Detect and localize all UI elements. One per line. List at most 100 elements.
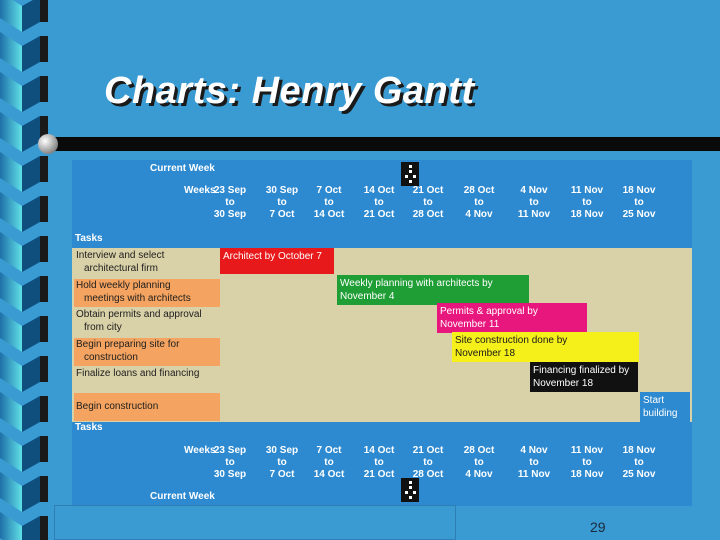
week-label-line: 30 Sep — [213, 469, 247, 480]
week-label-line: 28 Oct — [412, 209, 444, 220]
title-divider — [48, 137, 720, 151]
top-week-2: 7 Oct to 14 Oct — [301, 185, 357, 221]
week-label-line: 25 Nov — [622, 469, 656, 480]
week-label-line: 14 Oct — [363, 185, 395, 196]
week-label-line: 4 Nov — [520, 445, 548, 456]
week-label-line: 18 Nov — [622, 185, 656, 196]
week-label-line: to — [529, 457, 539, 468]
task-row-2: Obtain permits and approval from city — [74, 308, 220, 336]
bar-label: Permits & approval by — [440, 306, 538, 317]
week-label-line: 4 Nov — [520, 185, 548, 196]
task-row-3: Begin preparing site for construction — [74, 338, 220, 366]
tasks-label-bottom: Tasks — [75, 422, 103, 433]
gantt-bar-3: Site construction done by November 18 — [452, 332, 639, 362]
top-week-4: 21 Oct to 28 Oct — [400, 185, 456, 221]
week-label-line: 28 Oct — [412, 469, 444, 480]
task-label-cont: from city — [84, 322, 122, 333]
week-label-line: to — [474, 457, 484, 468]
current-week-label-bottom: Current Week — [150, 491, 215, 502]
top-week-7: 11 Nov to 18 Nov — [559, 185, 615, 221]
current-week-marker-top — [401, 162, 419, 186]
week-label-line: 30 Sep — [265, 185, 299, 196]
week-label-line: 23 Sep — [213, 445, 247, 456]
week-label-line: 11 Nov — [570, 445, 604, 456]
bottom-week-6: 4 Nov to 11 Nov — [506, 445, 562, 481]
week-label-line: 21 Oct — [412, 445, 444, 456]
weeks-label-top: Weeks — [184, 185, 216, 196]
week-label-line: to — [582, 457, 592, 468]
week-label-line: 7 Oct — [316, 445, 342, 456]
bar-label-cont: November 11 — [440, 319, 500, 330]
week-label-line: to — [225, 197, 235, 208]
bottom-week-2: 7 Oct to 14 Oct — [301, 445, 357, 481]
gantt-bar-0: Architect by October 7 — [220, 248, 334, 274]
week-label-line: to — [374, 197, 384, 208]
bar-label-cont: November 18 — [455, 348, 516, 359]
tasks-label-top: Tasks — [75, 233, 103, 244]
week-label-line: to — [324, 197, 334, 208]
week-label-line: 4 Nov — [465, 209, 493, 220]
current-week-label-top: Current Week — [150, 163, 215, 174]
slide-binding-decoration — [0, 0, 70, 540]
week-label-line: 14 Oct — [363, 445, 395, 456]
gantt-bar-2: Permits & approval by November 11 — [437, 303, 587, 333]
bottom-week-8: 18 Nov to 25 Nov — [611, 445, 667, 481]
week-label-line: to — [582, 197, 592, 208]
week-label-line: 21 Oct — [363, 469, 395, 480]
bottom-week-7: 11 Nov to 18 Nov — [559, 445, 615, 481]
week-label-line: 28 Oct — [463, 445, 495, 456]
page-number: 29 — [590, 519, 606, 535]
task-row-0: Interview and select architectural firm — [74, 249, 220, 276]
gantt-bar-1: Weekly planning with architects by Novemb… — [337, 275, 529, 305]
current-week-marker-bottom — [401, 478, 419, 502]
task-label-cont: meetings with architects — [84, 293, 191, 304]
gantt-bar-4: Financing finalized by November 18 — [530, 362, 638, 392]
task-label: Begin preparing site for — [76, 339, 180, 350]
task-row-1: Hold weekly planning meetings with archit… — [74, 279, 220, 307]
bottom-week-0: 23 Sep to 30 Sep — [202, 445, 258, 481]
week-label-line: 11 Nov — [517, 469, 551, 480]
bar-label-cont: November 4 — [340, 291, 395, 302]
week-label-line: to — [634, 457, 644, 468]
week-label-line: 7 Oct — [269, 209, 295, 220]
week-label-line: 4 Nov — [465, 469, 493, 480]
weeks-label-bottom: Weeks — [184, 445, 216, 456]
task-label: Obtain permits and approval — [76, 309, 202, 320]
bar-label-cont: November 18 — [533, 378, 594, 389]
week-label-line: to — [423, 457, 433, 468]
week-label-line: to — [225, 457, 235, 468]
top-week-0: 23 Sep to 30 Sep — [202, 185, 258, 221]
week-label-line: 18 Nov — [622, 445, 656, 456]
bar-label: Site construction done by — [455, 335, 568, 346]
week-label-line: to — [423, 197, 433, 208]
gantt-bar-5: Start building — [640, 392, 690, 422]
divider-ornament — [38, 134, 58, 154]
gantt-chart: Current Week Weeks 23 Sep to 30 Sep 30 Sep t… — [72, 160, 692, 506]
bar-label: Architect by October 7 — [223, 251, 322, 262]
task-label-cont: architectural firm — [84, 263, 158, 274]
week-label-line: 14 Oct — [313, 209, 345, 220]
week-label-line: to — [324, 457, 334, 468]
task-label: Begin construction — [76, 401, 159, 412]
week-label-line: to — [374, 457, 384, 468]
week-label-line: 18 Nov — [570, 209, 604, 220]
bar-label-cont: building — [643, 408, 678, 419]
week-label-line: 11 Nov — [570, 185, 604, 196]
bottom-week-4: 21 Oct to 28 Oct — [400, 445, 456, 481]
top-week-5: 28 Oct to 4 Nov — [451, 185, 507, 221]
week-label-line: 25 Nov — [622, 209, 656, 220]
footer-text-box — [54, 505, 456, 540]
week-label-line: to — [634, 197, 644, 208]
week-label-line: 7 Oct — [316, 185, 342, 196]
bottom-week-5: 28 Oct to 4 Nov — [451, 445, 507, 481]
top-week-8: 18 Nov to 25 Nov — [611, 185, 667, 221]
top-week-6: 4 Nov to 11 Nov — [506, 185, 562, 221]
task-label-cont: construction — [84, 352, 138, 363]
bar-label: Weekly planning with architects by — [340, 278, 493, 289]
week-label-line: 11 Nov — [517, 209, 551, 220]
task-label: Finalize loans and financing — [76, 368, 200, 379]
week-label-line: 30 Sep — [213, 209, 247, 220]
week-label-line: 7 Oct — [269, 469, 295, 480]
task-row-4: Finalize loans and financing — [74, 367, 220, 391]
week-label-line: 30 Sep — [265, 445, 299, 456]
